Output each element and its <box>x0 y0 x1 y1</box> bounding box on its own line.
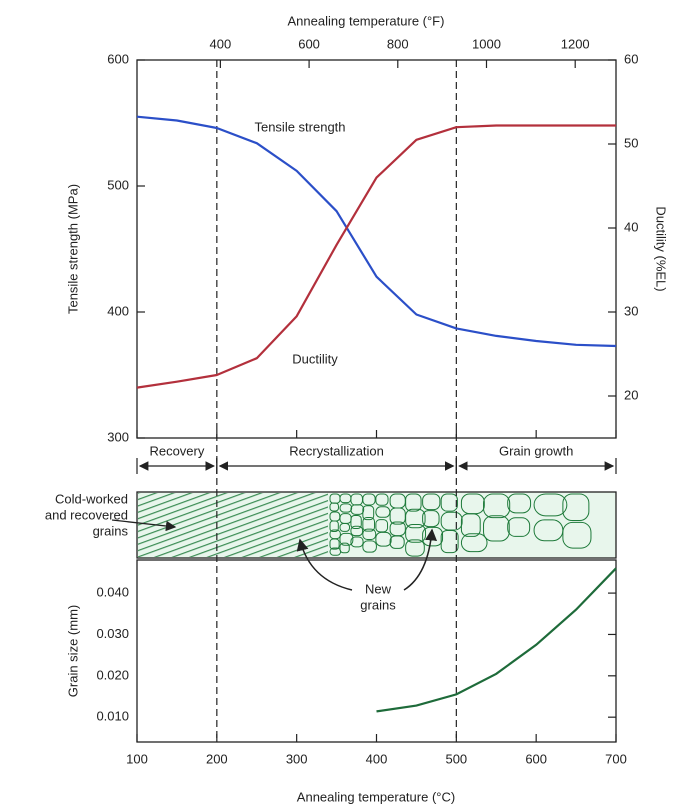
y-tick-label: 600 <box>107 51 129 66</box>
y2-tick-label: 20 <box>624 387 638 402</box>
x2-tick-label: 800 <box>387 36 409 51</box>
x-tick-label: 600 <box>525 751 547 766</box>
region-label: Grain growth <box>499 443 573 458</box>
y-axis-title: Tensile strength (MPa) <box>65 184 80 314</box>
y-tick-label: 300 <box>107 429 129 444</box>
y2-tick-label: 30 <box>624 303 638 318</box>
x-axis-title: Annealing temperature (°C) <box>297 789 455 804</box>
y-tick-label: 0.020 <box>96 667 129 682</box>
annotation: Cold-worked <box>55 491 128 506</box>
y-axis-title: Grain size (mm) <box>65 605 80 697</box>
annotation: New <box>365 581 392 596</box>
y-tick-label: 0.030 <box>96 626 129 641</box>
series-line <box>137 126 616 388</box>
x-tick-label: 200 <box>206 751 228 766</box>
x-tick-label: 700 <box>605 751 627 766</box>
x2-tick-label: 600 <box>298 36 320 51</box>
x2-tick-label: 1200 <box>561 36 590 51</box>
x-tick-label: 100 <box>126 751 148 766</box>
y2-tick-label: 50 <box>624 135 638 150</box>
y-tick-label: 0.040 <box>96 585 129 600</box>
region-label: Recrystallization <box>289 443 384 458</box>
x-tick-label: 300 <box>286 751 308 766</box>
y-tick-label: 0.010 <box>96 709 129 724</box>
cold-worked-grains <box>138 493 328 557</box>
series-label: Tensile strength <box>254 119 345 134</box>
top-plot-frame <box>137 60 616 438</box>
x2-axis-title: Annealing temperature (°F) <box>288 13 445 28</box>
x-tick-label: 400 <box>366 751 388 766</box>
x-tick-label: 500 <box>445 751 467 766</box>
y2-tick-label: 60 <box>624 51 638 66</box>
series-line <box>377 568 617 711</box>
series-line <box>137 117 616 346</box>
series-label: Ductility <box>292 351 338 366</box>
y2-axis-title: Ductility (%EL) <box>654 206 669 291</box>
x2-tick-label: 1000 <box>472 36 501 51</box>
y2-tick-label: 40 <box>624 219 638 234</box>
y-tick-label: 500 <box>107 177 129 192</box>
annotation: grains <box>360 597 396 612</box>
chart: Annealing temperature (°F) Tensile stren… <box>0 0 676 811</box>
page: Annealing temperature (°F) Tensile stren… <box>0 0 676 811</box>
microstructure <box>137 492 616 558</box>
region-label: Recovery <box>149 443 204 458</box>
x2-tick-label: 400 <box>210 36 232 51</box>
y-tick-label: 400 <box>107 303 129 318</box>
annotation: grains <box>93 523 129 538</box>
